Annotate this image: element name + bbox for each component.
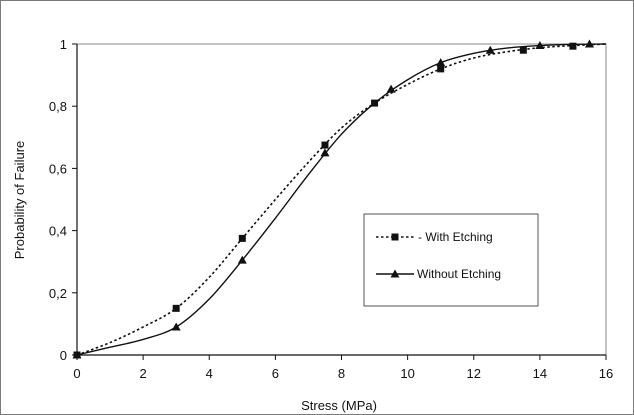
y-tick-label: 0 — [60, 348, 67, 363]
triangle-marker — [436, 58, 446, 67]
x-tick-label: 0 — [73, 366, 80, 381]
x-tick-label: 12 — [467, 366, 481, 381]
y-tick-label: 0,2 — [49, 286, 67, 301]
x-tick-label: 4 — [206, 366, 213, 381]
square-marker — [172, 304, 180, 312]
square-marker — [391, 233, 399, 241]
triangle-marker — [390, 269, 400, 278]
x-tick-label: 16 — [599, 366, 613, 381]
square-marker — [321, 141, 329, 149]
triangle-marker — [320, 148, 330, 157]
triangle-marker — [386, 84, 396, 93]
x-tick-label: 14 — [533, 366, 547, 381]
triangle-marker — [171, 322, 181, 331]
y-axis-label: Probability of Failure — [12, 141, 27, 260]
x-tick-label: 6 — [272, 366, 279, 381]
square-marker — [569, 42, 577, 50]
square-marker — [437, 65, 445, 73]
series-line — [76, 43, 607, 356]
legend-box — [363, 213, 539, 307]
y-tick-label: 1 — [60, 37, 67, 52]
series-without-etching — [72, 39, 607, 359]
x-tick-label: 10 — [400, 366, 414, 381]
y-tick-label: 0,8 — [49, 99, 67, 114]
legend-label: - With Etching — [418, 230, 493, 244]
x-tick-label: 2 — [140, 366, 147, 381]
square-marker — [519, 46, 527, 54]
triangle-marker — [535, 41, 545, 50]
y-tick-label: 0,6 — [49, 161, 67, 176]
x-axis-label: Stress (MPa) — [301, 398, 377, 413]
axes: 0 2 4 6 8 10 12 14 16 0 0,2 0,4 0,6 0,8 1 — [49, 37, 613, 381]
series-layer — [72, 39, 607, 359]
triangle-marker — [72, 350, 82, 359]
triangle-marker — [584, 39, 594, 48]
square-marker — [238, 234, 246, 242]
plot-area-border — [76, 43, 607, 356]
y-tick-label: 0,4 — [49, 224, 67, 239]
plot-area — [76, 43, 607, 356]
x-tick-label: 8 — [338, 366, 345, 381]
triangle-marker — [237, 255, 247, 264]
triangle-marker — [485, 45, 495, 54]
legend-label: Without Etching — [417, 267, 501, 281]
legend: - With Etching Without Etching — [363, 213, 539, 307]
